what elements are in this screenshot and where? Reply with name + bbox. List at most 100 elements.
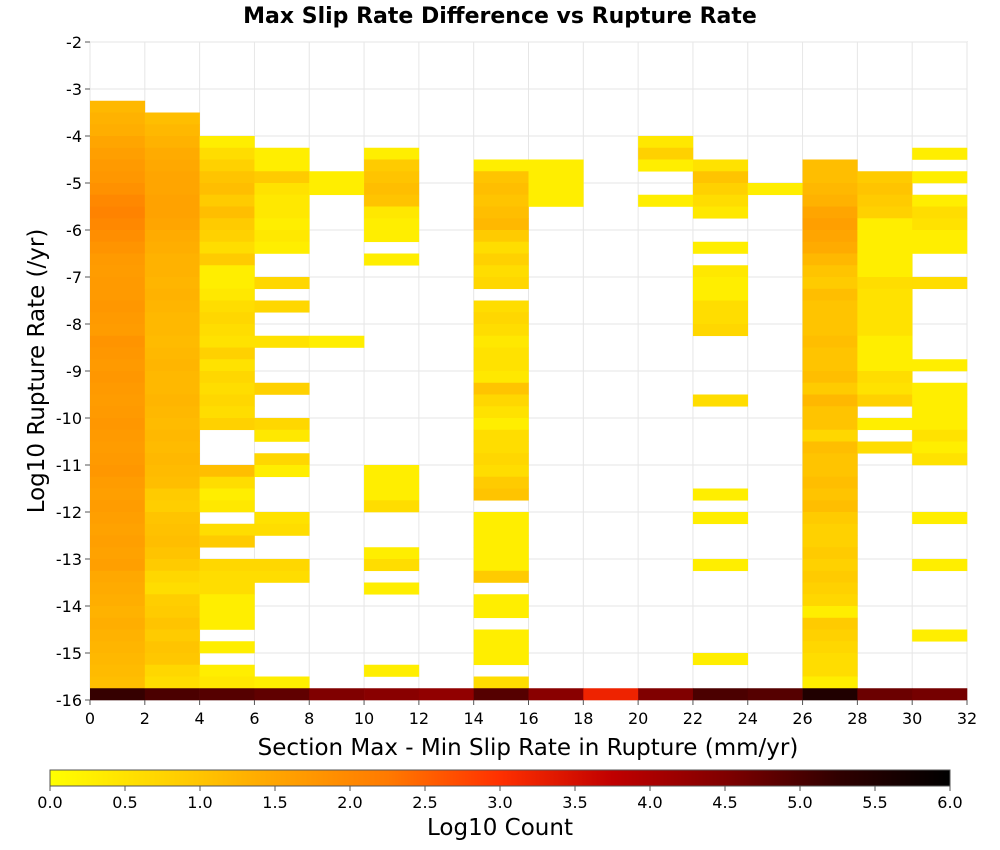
y-tick-label: -11 (56, 456, 82, 475)
heatmap-cell (802, 629, 858, 642)
heatmap-cell (254, 418, 310, 431)
heatmap-cell (857, 171, 913, 184)
heatmap-cell (144, 594, 200, 607)
heatmap-cell (90, 359, 146, 372)
heatmap-cell (90, 382, 146, 395)
heatmap-cell (90, 582, 146, 595)
heatmap-cell (144, 371, 200, 384)
heatmap-cell (309, 171, 365, 184)
heatmap-cell (144, 288, 200, 301)
heatmap-cell (199, 535, 255, 548)
heatmap-cell (199, 606, 255, 619)
heatmap-cell (473, 241, 529, 254)
heatmap-cell (90, 429, 146, 442)
heatmap-cell (802, 547, 858, 560)
heatmap-cell (254, 688, 310, 701)
heatmap-cell (309, 183, 365, 196)
chart-title: Max Slip Rate Difference vs Rupture Rate (243, 4, 757, 29)
heatmap-cell (802, 312, 858, 325)
heatmap-cell (364, 206, 420, 219)
heatmap-cell (857, 230, 913, 243)
heatmap-cell (144, 582, 200, 595)
x-tick-label: 32 (957, 709, 977, 728)
heatmap-cell (199, 218, 255, 231)
heatmap-cell (802, 664, 858, 677)
heatmap-cell (912, 194, 968, 207)
heatmap-cell (90, 218, 146, 231)
heatmap-cell (90, 194, 146, 207)
heatmap-cell (199, 183, 255, 196)
heatmap-cell (802, 441, 858, 454)
heatmap-cell (144, 653, 200, 666)
heatmap-cell (912, 429, 968, 442)
heatmap-cell (199, 394, 255, 407)
heatmap-cell (364, 230, 420, 243)
heatmap-cell (364, 476, 420, 489)
heatmap-cell (583, 688, 639, 701)
heatmap-cell (144, 230, 200, 243)
heatmap-cell (802, 641, 858, 654)
heatmap-cell (90, 277, 146, 290)
heatmap-cell (144, 218, 200, 231)
heatmap-cell (692, 324, 749, 337)
x-tick-label: 28 (847, 709, 867, 728)
heatmap-cell (692, 194, 749, 207)
heatmap-cell (144, 347, 200, 360)
heatmap-cell (857, 441, 913, 454)
heatmap-cell (90, 664, 146, 677)
heatmap-cell (912, 277, 968, 290)
heatmap-cell (254, 465, 310, 478)
heatmap-cell (473, 394, 529, 407)
heatmap-cell (857, 335, 913, 348)
colorbar-tick-label: 4.0 (637, 793, 662, 812)
heatmap-cell (802, 324, 858, 337)
heatmap-cell (802, 371, 858, 384)
heatmap-cell (254, 241, 310, 254)
heatmap-cell (254, 171, 310, 184)
y-tick-label: -7 (66, 268, 82, 287)
heatmap-cell (199, 641, 255, 654)
heatmap-cell (254, 159, 310, 172)
heatmap-cell (473, 300, 529, 313)
heatmap-cell (199, 664, 255, 677)
heatmap-cell (857, 241, 913, 254)
colorbar-tick-label: 5.0 (787, 793, 812, 812)
heatmap-cell (144, 394, 200, 407)
x-tick-label: 16 (518, 709, 538, 728)
x-tick-label: 6 (249, 709, 259, 728)
heatmap-cell (199, 465, 255, 478)
heatmap-cell (912, 147, 968, 160)
heatmap-cell (473, 606, 529, 619)
x-axis-ticks: 0 2 4 6 8 10 12 14 16 18 20 22 24 26 28 30 32 (85, 700, 977, 728)
heatmap-cell (144, 676, 200, 689)
heatmap-cell (747, 688, 803, 701)
heatmap-cell (90, 136, 146, 149)
heatmap-cell (90, 324, 146, 337)
heatmap-cell (912, 512, 968, 525)
heatmap-cell (473, 523, 529, 536)
heatmap-cell (528, 194, 584, 207)
heatmap-cell (199, 594, 255, 607)
x-tick-label: 4 (195, 709, 205, 728)
heatmap-cell (144, 324, 200, 337)
heatmap-cell (638, 159, 694, 172)
y-axis-label: Log10 Rupture Rate (/yr) (24, 229, 50, 514)
heatmap-cell (912, 218, 968, 231)
heatmap-cell (199, 171, 255, 184)
heatmap-cell (802, 488, 858, 501)
heatmap-cell (692, 512, 749, 525)
heatmap-cell (144, 476, 200, 489)
x-axis-label: Section Max - Min Slip Rate in Rupture (… (258, 735, 799, 761)
y-tick-label: -6 (66, 221, 82, 240)
heatmap-cell (254, 429, 310, 442)
heatmap-cell (912, 241, 968, 254)
heatmap-cell (144, 312, 200, 325)
heatmap-cell (254, 676, 310, 689)
heatmap-cell (144, 406, 200, 419)
heatmap-cell (199, 676, 255, 689)
heatmap-cell (473, 159, 529, 172)
heatmap-cell (199, 312, 255, 325)
y-tick-label: -2 (66, 33, 82, 52)
heatmap-cell (912, 406, 968, 419)
heatmap-cell (254, 512, 310, 525)
